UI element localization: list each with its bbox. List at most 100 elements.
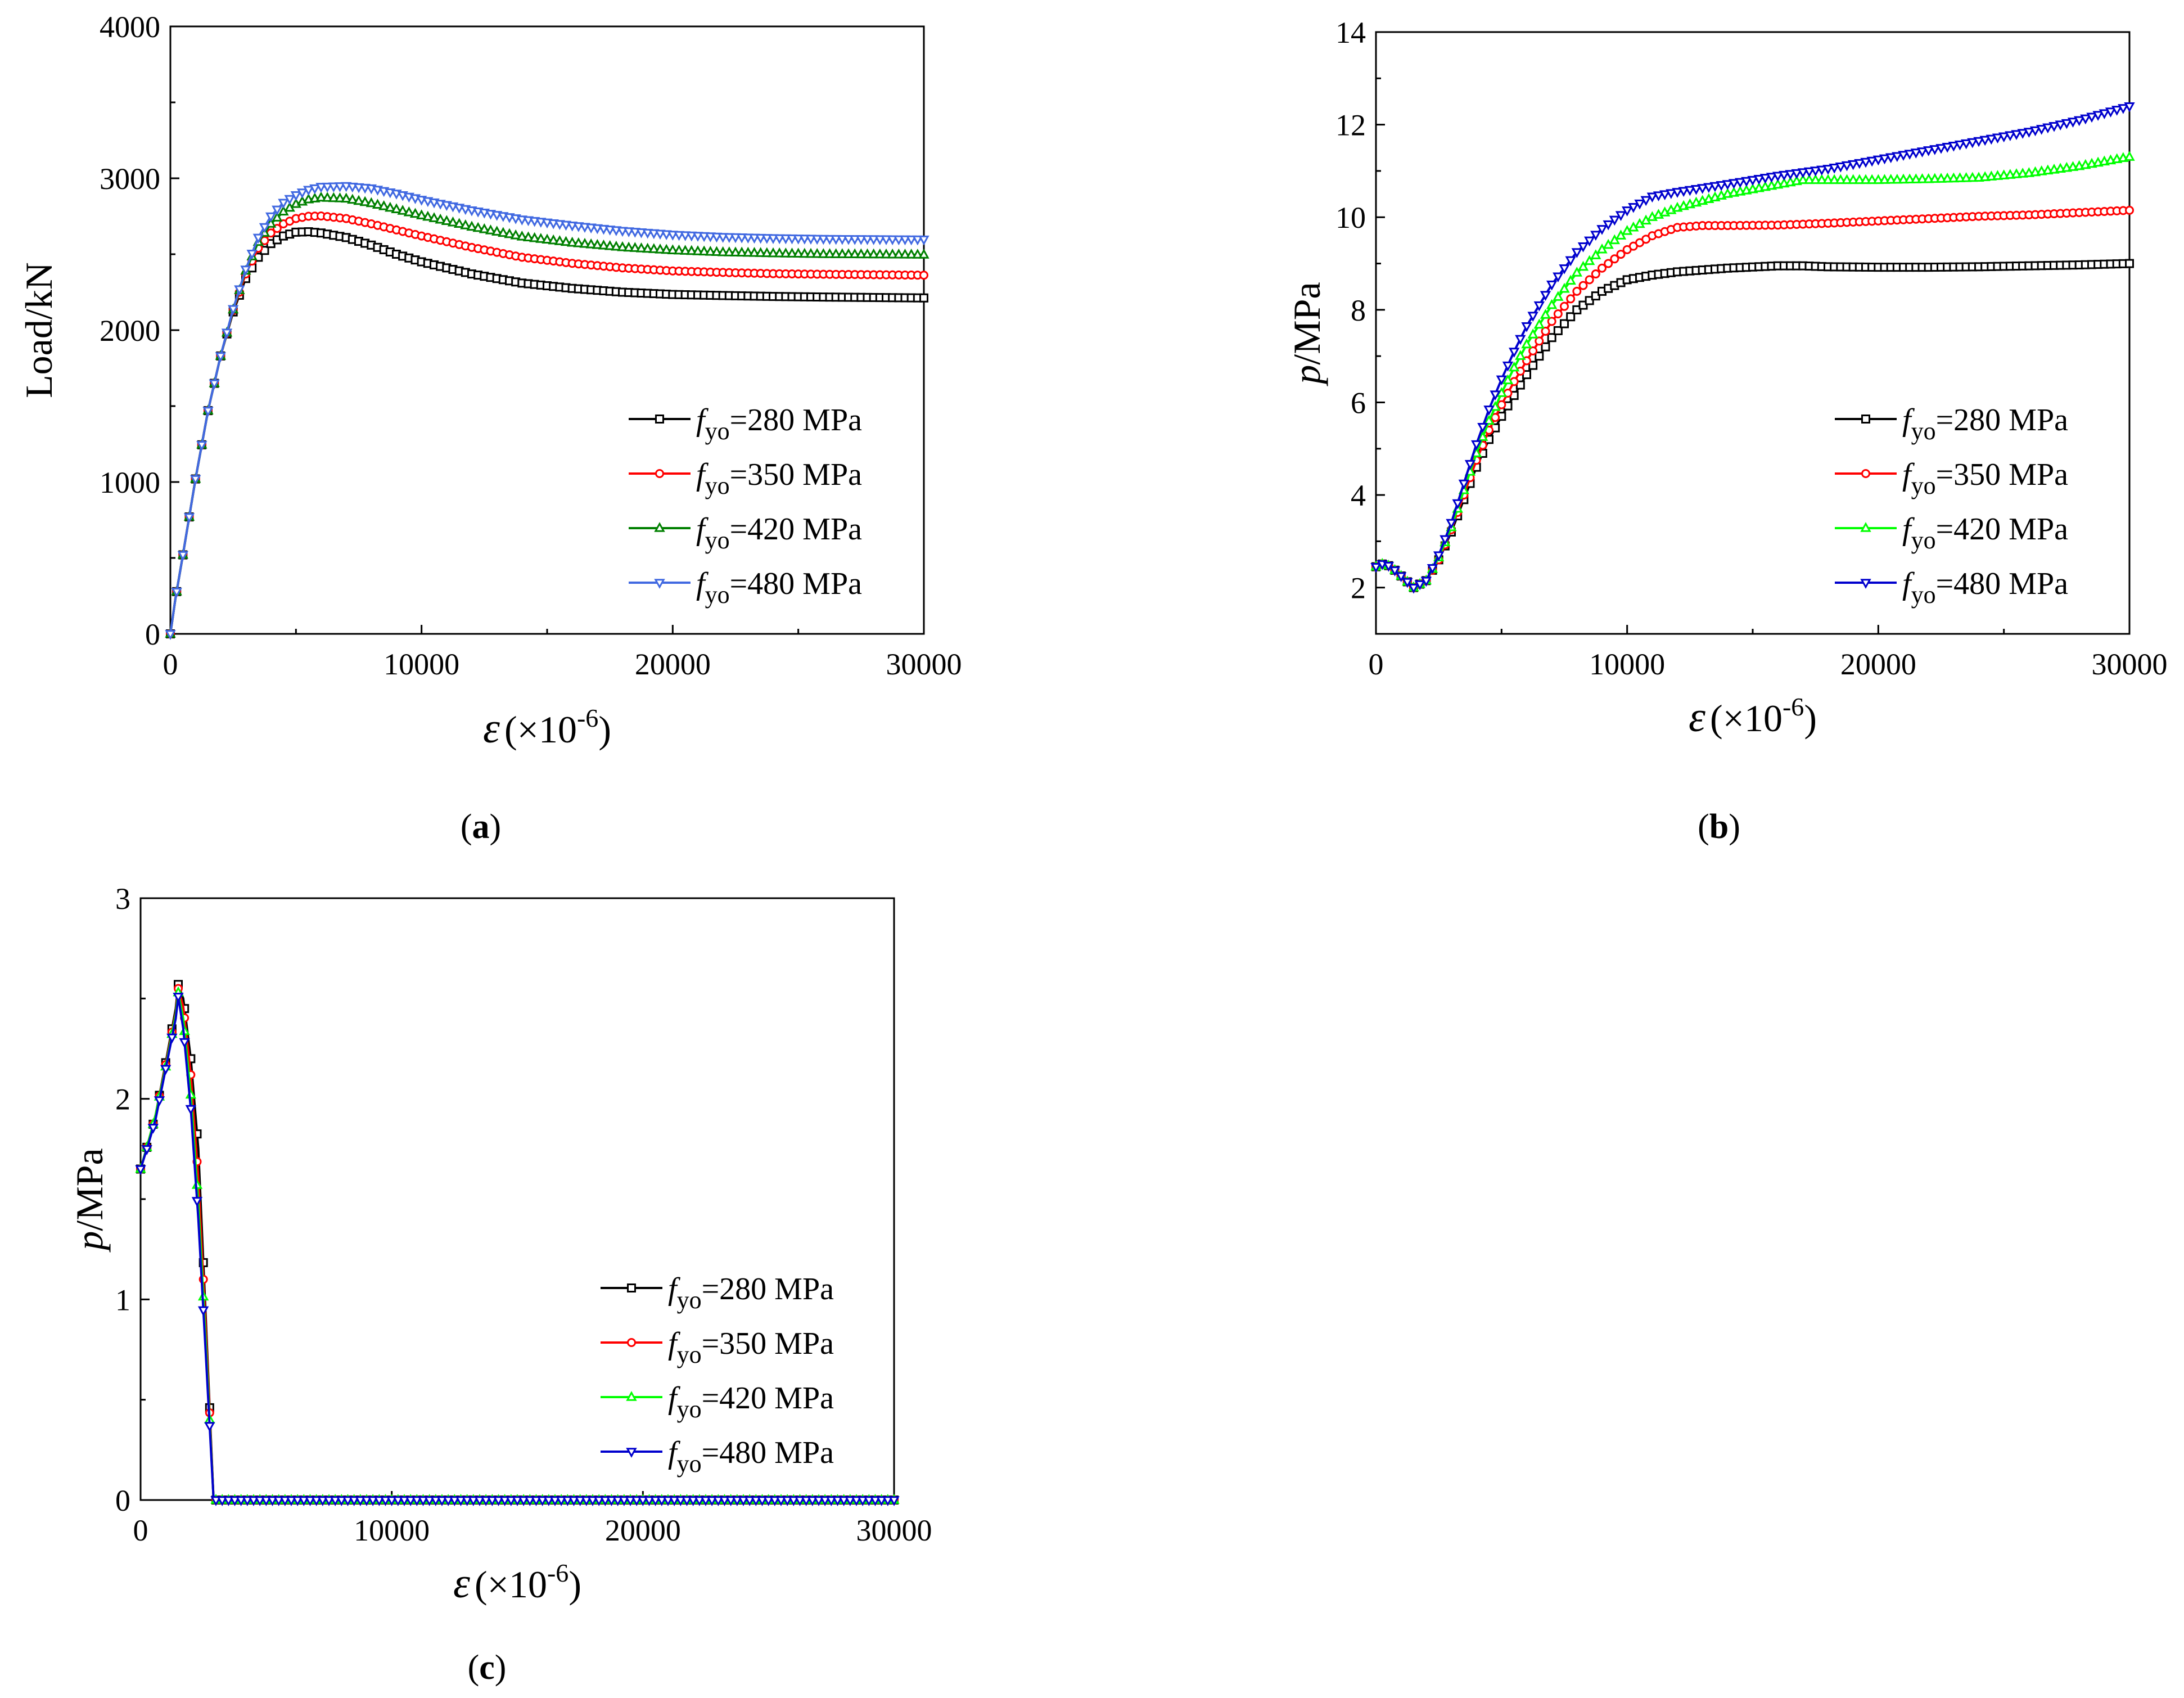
chart-b-series-2-point	[1810, 174, 1821, 184]
caption-letter: a	[472, 808, 490, 846]
chart-c-series-3-point	[336, 1496, 348, 1506]
chart-c-series-3-point	[732, 1496, 743, 1506]
chart-a-series-2-point	[843, 248, 854, 258]
chart-a-series-2-point	[579, 237, 590, 248]
chart-a-series-3-point	[177, 551, 189, 561]
chart-a-series-2-point	[340, 192, 352, 203]
chart-b-series-2-point	[1577, 260, 1589, 271]
chart-b-series-3-point	[1527, 312, 1538, 322]
chart-c-series-3-point	[204, 1422, 215, 1432]
chart-c-series-3-point	[694, 1496, 705, 1506]
chart-c-series-3-point	[625, 1496, 636, 1506]
chart-a-series-2-point	[736, 246, 747, 257]
chart-b-series-3-point	[1910, 148, 1922, 159]
chart-b-series-1-point	[1591, 269, 1600, 279]
chart-a-series-3-point	[792, 235, 804, 245]
chart-a-series-2-point	[912, 249, 923, 259]
chart-b-series-3-point	[1546, 280, 1558, 291]
chart-c-series-3-point	[813, 1496, 824, 1506]
chart-a-series-3-point	[617, 227, 628, 237]
chart-b-ytick-label: 8	[1351, 294, 1366, 327]
chart-a-series-3-point	[918, 235, 929, 246]
chart-b-legend-marker-2	[1860, 522, 1871, 532]
legend-value: =350 MPa	[730, 457, 863, 492]
xlabel-suffix: )	[568, 1563, 581, 1606]
chart-c-xtick-label: 20000	[605, 1514, 681, 1547]
chart-b-series-3-point	[1847, 160, 1859, 170]
chart-a-series-2-point	[868, 248, 879, 259]
chart-a-series-3-point	[868, 235, 879, 245]
chart-c-series-3-point	[173, 993, 184, 1003]
chart-a-series-3-point	[296, 188, 308, 199]
chart-c-legend-label-3: fyo=480 MPa	[668, 1435, 834, 1478]
chart-b-series-3-point	[1690, 185, 1702, 195]
chart-b-series-2-point	[1892, 173, 1903, 184]
chart-b-series-3-point	[1653, 191, 1664, 202]
chart-a-series-3-point	[221, 328, 233, 339]
chart-a-series-2-point	[315, 191, 327, 202]
chart-c-series-3-point	[807, 1496, 818, 1506]
chart-b-series-2-point	[1540, 309, 1551, 319]
chart-a-series-3-point	[698, 232, 710, 242]
chart-c-series-3-point	[486, 1496, 498, 1506]
chart-b-series-3-point	[1590, 231, 1601, 241]
chart-a-series-2-point	[679, 245, 691, 255]
chart-a-series-2-point	[592, 238, 603, 249]
chart-a-series-2-point	[542, 233, 553, 244]
chart-a-series-2-point	[604, 240, 616, 250]
chart-b-series-3-point	[1904, 150, 1915, 160]
chart-b-series-3-point	[1923, 146, 1934, 156]
chart-a-series-2-point	[874, 248, 886, 259]
chart-c-series-3-point	[825, 1496, 837, 1506]
chart-a-xlabel: ε (×10-6)	[483, 704, 611, 752]
chart-a-series-3-point	[328, 182, 340, 193]
chart-c-ytick-label: 1	[115, 1283, 130, 1317]
chart-b-series-0-point	[1541, 342, 1550, 352]
chart-c-series-3	[135, 993, 900, 1506]
chart-c-series-3-point	[599, 1496, 611, 1506]
chart-b-series-3-point	[1502, 361, 1514, 372]
chart-b-series-3-point	[1515, 335, 1526, 345]
ylabel-text: /MPa	[1285, 282, 1328, 364]
chart-b-series-3-point	[1483, 406, 1495, 416]
chart-c-series-3-point	[530, 1496, 542, 1506]
xlabel-suffix: )	[1804, 697, 1817, 740]
chart-a-legend-label-1: fyo=350 MPa	[696, 457, 862, 499]
chart-b-legend-label-0: fyo=280 MPa	[1902, 403, 2068, 445]
chart-c-ytick-label: 3	[115, 882, 130, 916]
chart-a-series-2-point	[661, 244, 672, 254]
chart-c-legend-marker-3	[626, 1448, 637, 1458]
chart-b-series-0-point	[1566, 312, 1576, 322]
chart-b-series-1-point	[1497, 400, 1506, 409]
chart-a-series-2-point	[724, 246, 735, 256]
chart-b-series-3-point	[1810, 166, 1821, 177]
chart-b-series-3-point	[1960, 139, 1972, 150]
chart-b-series-3-point	[1603, 220, 1614, 231]
chart-a-series-2-point	[673, 244, 685, 255]
chart-a-series-2-point	[655, 243, 666, 254]
chart-c-caption: (c)	[468, 1649, 507, 1687]
chart-b-series-2-point	[1829, 174, 1840, 184]
chart-b-series-3-point	[1659, 190, 1671, 200]
chart-c-series-3-point	[248, 1496, 259, 1506]
chart-a-series-3-point	[629, 228, 641, 238]
chart-a-series-2-point	[554, 235, 566, 245]
chart-c-xtick-label: 0	[133, 1514, 148, 1547]
chart-a-series-3-point	[259, 223, 270, 233]
chart-b-series-3-point	[1452, 499, 1463, 510]
chart-a-series-3-point	[742, 233, 754, 244]
chart-a-legend-label-3: fyo=480 MPa	[696, 566, 862, 609]
chart-c-series-3-point	[242, 1496, 253, 1506]
chart-b-series-3-point	[1892, 152, 1903, 163]
chart-a-series-3-point	[635, 228, 647, 238]
chart-b-series-0-point	[1535, 352, 1544, 361]
chart-a-legend-marker-3	[654, 579, 665, 589]
chart-b-series-0-point	[1547, 333, 1556, 343]
chart-c-series-3-point	[762, 1496, 774, 1506]
chart-c-series-3-point	[430, 1496, 441, 1506]
chart-c-series-3-point	[574, 1496, 586, 1506]
chart-c-series-3-point	[399, 1496, 410, 1506]
chart-a-series-3-point	[730, 233, 741, 244]
chart-b-series-3-point	[2124, 102, 2135, 112]
xlabel-exponent: -6	[1783, 692, 1804, 721]
